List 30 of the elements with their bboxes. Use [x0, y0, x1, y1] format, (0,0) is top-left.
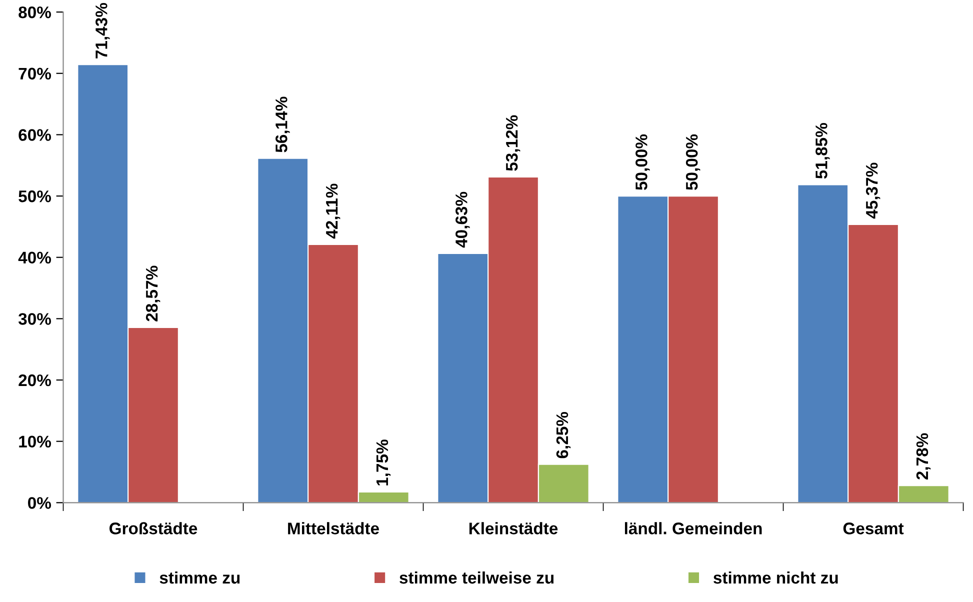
data-label: 40,63% — [456, 192, 470, 248]
y-tick-label: 60% — [18, 129, 51, 141]
data-label: 50,00% — [636, 134, 650, 190]
y-tick-label: 50% — [18, 190, 51, 202]
x-tick-label: Großstädte — [109, 522, 198, 534]
legend-label: stimme zu — [160, 571, 240, 584]
data-label: 51,85% — [816, 123, 830, 179]
x-tick-label: Mittelstädte — [288, 522, 379, 534]
legend-label: stimme nicht zu — [714, 571, 838, 584]
y-tick-label: 80% — [18, 6, 51, 18]
data-label: 42,11% — [326, 184, 340, 239]
data-label: 1,75% — [376, 440, 391, 486]
data-label: 71,43% — [96, 2, 110, 58]
y-tick-label: 70% — [18, 68, 51, 80]
data-label: 53,12% — [506, 115, 520, 171]
y-tick-label: 0% — [28, 497, 51, 509]
data-label: 50,00% — [686, 134, 700, 190]
legend-label: stimme teilweise zu — [400, 571, 554, 584]
data-label: 6,25% — [556, 412, 571, 458]
x-tick-label: Gesamt — [843, 522, 904, 534]
data-label: 2,78% — [916, 433, 931, 480]
data-label: 56,14% — [276, 96, 290, 152]
data-label: 45,37% — [866, 162, 880, 219]
data-label: 28,57% — [146, 266, 160, 322]
y-tick-label: 30% — [18, 313, 51, 325]
x-tick-label: ländl. Gemeinden — [624, 522, 762, 534]
y-tick-label: 10% — [19, 436, 51, 448]
x-tick-label: Kleinstädte — [469, 522, 558, 534]
y-tick-label: 20% — [18, 374, 51, 386]
y-tick-label: 40% — [18, 252, 51, 264]
